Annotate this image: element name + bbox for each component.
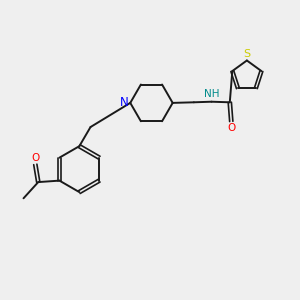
Text: NH: NH (204, 89, 219, 99)
Text: S: S (243, 49, 250, 59)
Text: N: N (120, 96, 129, 110)
Text: O: O (31, 153, 39, 163)
Text: O: O (227, 123, 236, 133)
